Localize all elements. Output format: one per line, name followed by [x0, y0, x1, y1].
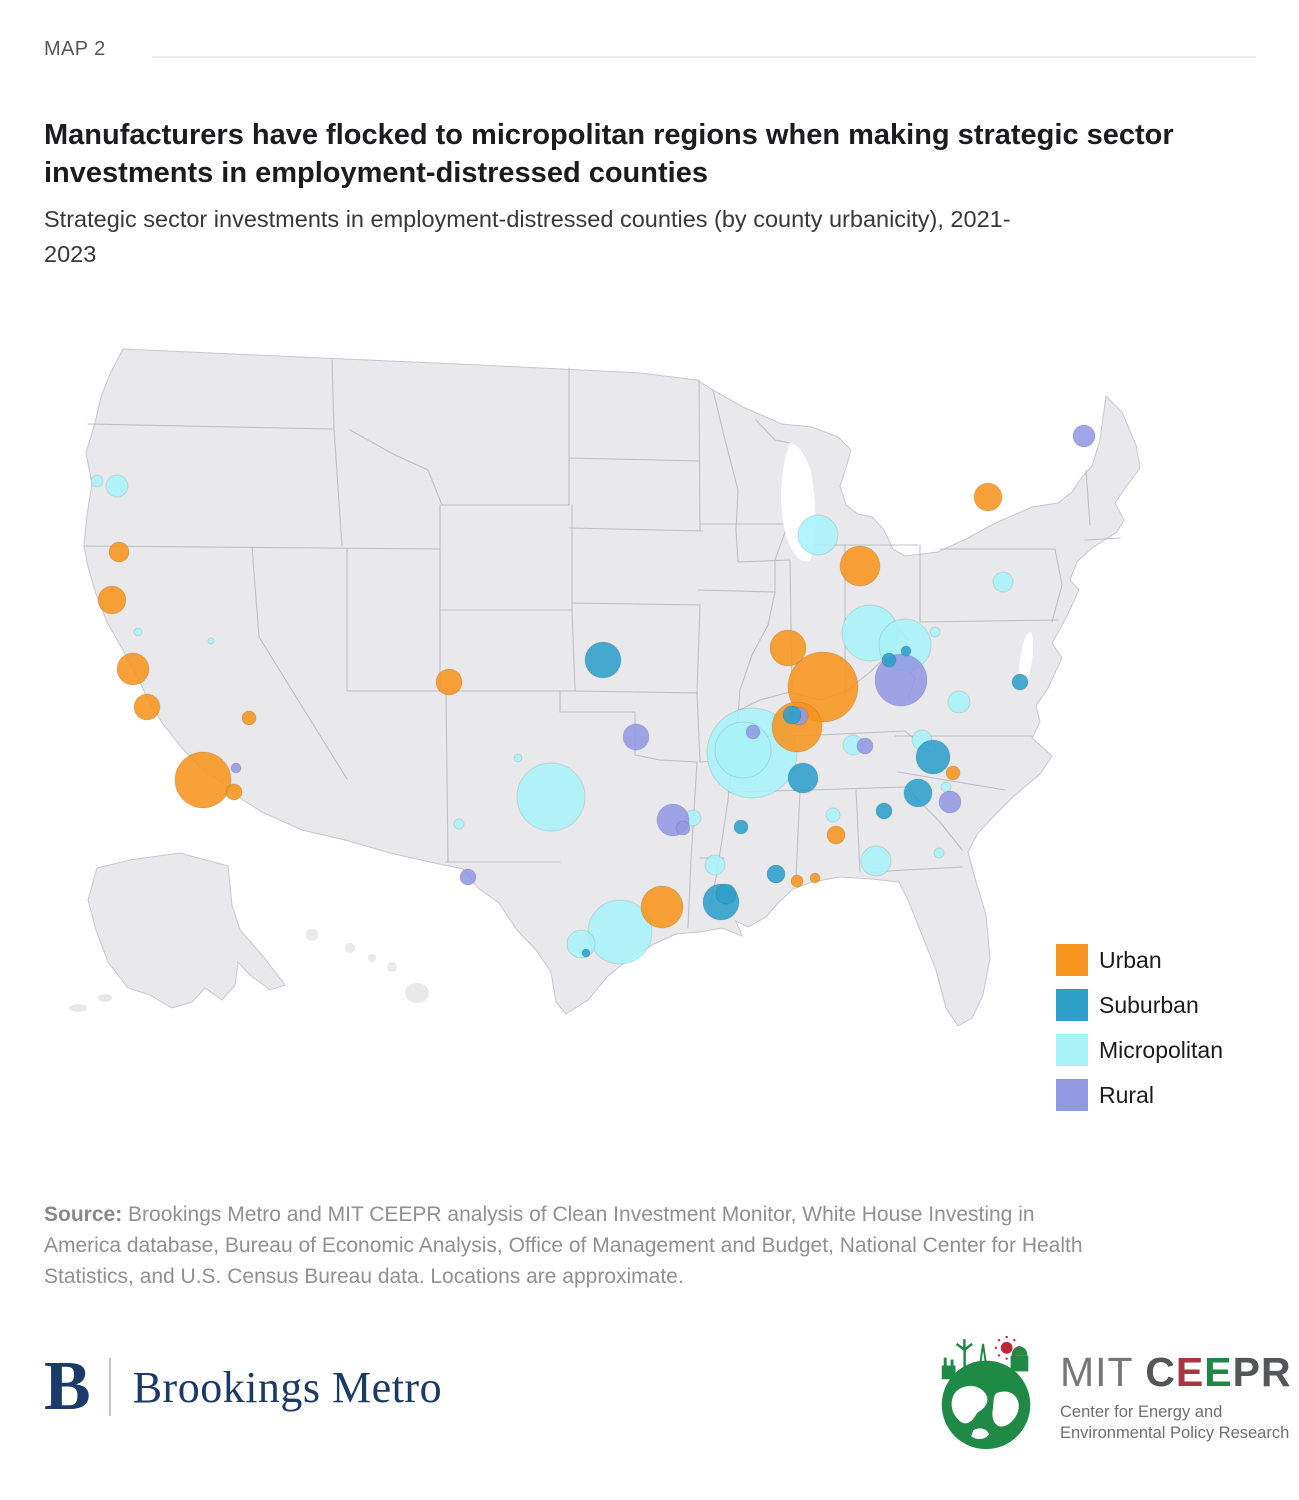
brookings-metro-wordmark: Brookings Metro	[132, 1362, 443, 1412]
bubble-micropolitan	[929, 626, 941, 638]
legend-label: Micropolitan	[1099, 1036, 1223, 1063]
legend-label: Suburban	[1099, 991, 1199, 1018]
bubble-urban	[116, 652, 150, 686]
legend-label: Urban	[1099, 946, 1162, 973]
bubble-micropolitan	[566, 929, 596, 959]
bubble-urban	[435, 668, 463, 696]
bubble-urban	[640, 885, 684, 929]
urban-swatch	[1056, 944, 1088, 976]
bubble-micropolitan	[453, 818, 465, 830]
bubble-urban	[241, 710, 257, 726]
brookings-metro-logo: B Brookings Metro	[44, 1352, 442, 1422]
legend-item-micropolitan: Micropolitan	[1056, 1034, 1223, 1066]
bubble-rural	[856, 737, 874, 755]
legend-item-urban: Urban	[1056, 944, 1223, 976]
bubble-suburban	[584, 641, 622, 679]
mit-ceepr-title: MIT CEEPR	[1060, 1349, 1292, 1395]
bubble-micropolitan	[797, 514, 839, 556]
bubble-urban	[769, 629, 807, 667]
hawaii-islands	[306, 929, 429, 1003]
bubble-suburban	[766, 864, 786, 884]
bubble-suburban	[900, 645, 912, 657]
bubble-micropolitan	[992, 571, 1014, 593]
rural-swatch	[1056, 1079, 1088, 1111]
investment-bubbles	[90, 424, 1096, 965]
chesapeake-bay	[1018, 632, 1034, 688]
suburban-swatch	[1056, 989, 1088, 1021]
bubble-micropolitan	[933, 847, 945, 859]
source-note: Source: Brookings Metro and MIT CEEPR an…	[44, 1200, 1089, 1293]
bubble-suburban	[881, 652, 897, 668]
bubble-rural	[938, 790, 962, 814]
bubble-micropolitan	[513, 753, 523, 763]
bubble-micropolitan	[940, 781, 952, 793]
legend-item-rural: Rural	[1056, 1079, 1223, 1111]
alaska	[87, 852, 286, 1009]
bubble-suburban	[782, 705, 802, 725]
bubble-rural	[745, 724, 761, 740]
bubble-micropolitan	[90, 474, 104, 488]
bubble-suburban	[581, 948, 591, 958]
bubble-micropolitan	[860, 845, 892, 877]
bubble-micropolitan	[704, 854, 726, 876]
map-number-kicker: MAP 2	[44, 38, 106, 60]
mit-ceepr-subtitle: Center for Energy and Environmental Poli…	[1060, 1403, 1290, 1443]
bubble-urban	[97, 585, 127, 615]
bubble-urban	[945, 765, 961, 781]
bubble-suburban	[733, 819, 749, 835]
bubble-micropolitan	[516, 762, 586, 832]
brookings-b-icon: B	[44, 1348, 91, 1425]
bubble-suburban	[875, 802, 893, 820]
bubble-urban	[839, 545, 881, 587]
bubble-suburban	[1011, 673, 1029, 691]
mit-ceepr-globe-icon	[941, 1336, 1031, 1450]
source-label: Source:	[44, 1203, 123, 1226]
bubble-rural	[459, 868, 477, 886]
bubble-micropolitan	[105, 474, 129, 498]
us-bubble-map	[69, 348, 1141, 1027]
bubble-micropolitan	[133, 627, 143, 637]
kicker-rule	[152, 56, 1256, 58]
bubble-urban	[174, 751, 232, 809]
bubble-urban	[108, 541, 130, 563]
bubble-urban	[133, 693, 161, 721]
bubble-suburban	[903, 778, 933, 808]
bubble-suburban	[915, 739, 951, 775]
bubble-micropolitan	[207, 637, 215, 645]
legend: Urban Suburban Micropolitan Rural	[1056, 944, 1223, 1124]
bubble-rural	[874, 653, 928, 707]
bubble-urban	[225, 783, 243, 801]
aleutian-island	[69, 1004, 87, 1012]
logo-divider	[108, 1358, 111, 1416]
bubble-urban	[790, 874, 804, 888]
bubble-urban	[826, 825, 846, 845]
legend-label: Rural	[1099, 1081, 1154, 1108]
legend-item-suburban: Suburban	[1056, 989, 1223, 1021]
bubble-urban	[809, 872, 821, 884]
bubble-rural	[622, 723, 650, 751]
source-text: Brookings Metro and MIT CEEPR analysis o…	[44, 1203, 1083, 1288]
aleutian-island	[98, 994, 112, 1002]
mit-ceepr-wordmark: MIT CEEPR Center for Energy and Environm…	[1060, 1336, 1292, 1454]
bubble-suburban	[715, 883, 737, 905]
bubble-rural	[230, 762, 242, 774]
figure-title: Manufacturers have flocked to micropolit…	[44, 119, 1174, 190]
mit-ceepr-logo: MIT CEEPR Center for Energy and Environm…	[928, 1336, 1292, 1454]
figure-subtitle: Strategic sector investments in employme…	[44, 206, 1011, 268]
mit-text: MIT	[1060, 1349, 1146, 1395]
bubble-micropolitan	[947, 690, 971, 714]
bubble-micropolitan	[714, 721, 772, 779]
bubble-suburban	[787, 762, 819, 794]
bubble-rural	[1072, 424, 1096, 448]
micropolitan-swatch	[1056, 1034, 1088, 1066]
bubble-urban	[973, 482, 1003, 512]
bubble-rural	[675, 820, 691, 836]
bubble-micropolitan	[825, 807, 841, 823]
